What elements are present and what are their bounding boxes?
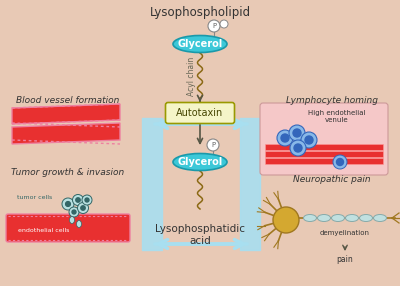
Circle shape xyxy=(277,130,293,146)
Circle shape xyxy=(305,136,313,144)
Circle shape xyxy=(72,194,84,206)
Text: Lysophospholipid: Lysophospholipid xyxy=(150,6,250,19)
Text: Lymphocyte homing: Lymphocyte homing xyxy=(286,96,378,105)
Polygon shape xyxy=(12,104,120,124)
Circle shape xyxy=(281,134,289,142)
Circle shape xyxy=(289,125,305,141)
Text: Lysophosphatidic
acid: Lysophosphatidic acid xyxy=(155,224,245,247)
Text: Tumor growth & invasion: Tumor growth & invasion xyxy=(11,168,125,177)
Circle shape xyxy=(85,198,89,202)
Text: Acyl chain: Acyl chain xyxy=(186,56,196,96)
Circle shape xyxy=(301,132,317,148)
Text: Glycerol: Glycerol xyxy=(177,39,223,49)
Circle shape xyxy=(78,202,88,214)
Circle shape xyxy=(207,139,219,151)
Text: High endothelial
venule: High endothelial venule xyxy=(308,110,366,123)
Circle shape xyxy=(76,198,80,202)
Text: Neuropathic pain: Neuropathic pain xyxy=(293,175,371,184)
Circle shape xyxy=(81,206,85,210)
Circle shape xyxy=(220,20,228,28)
Circle shape xyxy=(62,198,74,210)
Circle shape xyxy=(294,144,302,152)
Text: P: P xyxy=(211,142,215,148)
Ellipse shape xyxy=(374,214,386,221)
Ellipse shape xyxy=(304,214,316,221)
FancyBboxPatch shape xyxy=(166,102,234,124)
FancyBboxPatch shape xyxy=(265,151,383,157)
Circle shape xyxy=(293,129,301,137)
Text: demyelination: demyelination xyxy=(320,230,370,236)
Ellipse shape xyxy=(173,154,227,170)
Ellipse shape xyxy=(318,214,330,221)
FancyBboxPatch shape xyxy=(6,214,130,242)
Polygon shape xyxy=(12,123,120,144)
Circle shape xyxy=(82,195,92,205)
Text: endothelial cells: endothelial cells xyxy=(18,229,69,233)
Ellipse shape xyxy=(332,214,344,221)
Circle shape xyxy=(333,155,347,169)
Circle shape xyxy=(273,207,299,233)
FancyBboxPatch shape xyxy=(265,144,383,150)
Circle shape xyxy=(208,20,220,32)
Ellipse shape xyxy=(70,217,74,223)
Circle shape xyxy=(66,202,70,206)
Ellipse shape xyxy=(360,214,372,221)
Text: P: P xyxy=(212,23,216,29)
Ellipse shape xyxy=(346,214,358,221)
Ellipse shape xyxy=(173,35,227,53)
Text: Glycerol: Glycerol xyxy=(177,157,223,167)
Circle shape xyxy=(336,158,344,166)
Circle shape xyxy=(290,140,306,156)
Circle shape xyxy=(69,207,79,217)
Text: Autotaxin: Autotaxin xyxy=(176,108,224,118)
Text: Blood vessel formation: Blood vessel formation xyxy=(16,96,120,105)
FancyBboxPatch shape xyxy=(260,103,388,175)
Text: tumor cells: tumor cells xyxy=(17,195,52,200)
Ellipse shape xyxy=(76,221,82,227)
Circle shape xyxy=(72,210,76,214)
FancyBboxPatch shape xyxy=(265,158,383,164)
Text: pain: pain xyxy=(337,255,353,264)
